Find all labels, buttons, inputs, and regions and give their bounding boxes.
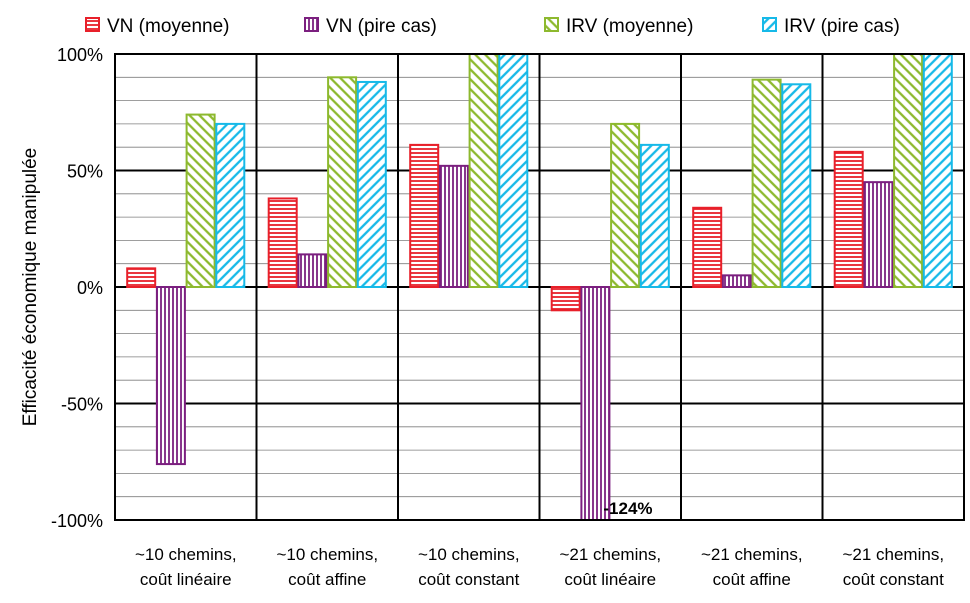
x-category-label: coût linéaire [564,570,656,589]
bar-irv-moyenne-1 [185,113,216,288]
bar-vn-moyenne-2 [267,197,298,289]
x-category-label: ~21 chemins, [559,545,661,564]
annotation-label: -124% [603,499,652,518]
y-tick-label: -100% [51,511,103,531]
bar-irv-pire-cas-1 [215,122,246,289]
x-category-label: coût constant [843,570,944,589]
x-category-label: ~10 chemins, [276,545,378,564]
bar-irv-moyenne-6 [893,53,924,288]
legend-label: VN (pire cas) [326,16,437,37]
bar-irv-moyenne-5 [751,78,782,288]
bar-irv-pire-cas-3 [498,53,529,288]
bar-irv-pire-cas-4 [639,143,670,288]
legend-swatch [304,17,319,32]
bar-irv-pire-cas-2 [356,80,387,288]
bar-vn-pire-cas-5 [721,274,752,289]
x-category-label: ~10 chemins, [135,545,237,564]
legend-label: IRV (moyenne) [566,16,693,37]
tick-labels: -100% -50% 0% 50% 100% ~10 chemins, coût linéa… [51,45,944,589]
bar-vn-moyenne-5 [692,206,723,288]
legend-swatch [762,17,777,32]
x-category-label: ~10 chemins, [418,545,520,564]
y-axis-label: Efficacité économique manipulée [20,148,41,427]
y-tick-label: -50% [61,395,103,415]
x-category-label: coût affine [288,570,366,589]
x-category-label: ~21 chemins, [842,545,944,564]
y-tick-label: 50% [67,162,103,182]
bar-vn-moyenne-3 [409,143,440,288]
legend-swatch [85,17,100,32]
bar-irv-moyenne-2 [327,76,358,288]
x-category-label: coût linéaire [140,570,232,589]
bar-vn-pire-cas-1 [155,286,186,466]
bar-vn-pire-cas-4 [580,286,611,521]
legend: VN (moyenne) VN (pire cas) IRV (moyenne) IR… [85,16,900,37]
x-category-label: coût affine [713,570,791,589]
legend-label: IRV (pire cas) [784,16,900,37]
x-category-label: ~21 chemins, [701,545,803,564]
bar-vn-pire-cas-6 [863,181,894,288]
bar-vn-pire-cas-3 [438,164,469,288]
y-tick-label: 100% [57,45,103,65]
legend-label: VN (moyenne) [107,16,230,37]
bar-vn-moyenne-4 [550,286,581,312]
y-tick-label: 0% [77,278,103,298]
axes [114,53,965,521]
bars: -124% [126,53,953,521]
bar-vn-moyenne-6 [833,150,864,288]
bar-vn-pire-cas-2 [297,253,328,289]
x-category-label: coût constant [418,570,519,589]
bar-vn-moyenne-1 [126,267,157,288]
bar-irv-moyenne-4 [610,122,641,289]
legend-swatch [544,17,559,32]
bar-irv-pire-cas-5 [781,83,812,289]
bar-irv-moyenne-3 [468,53,499,288]
bar-irv-pire-cas-6 [922,53,953,288]
plot-frame [114,53,965,521]
